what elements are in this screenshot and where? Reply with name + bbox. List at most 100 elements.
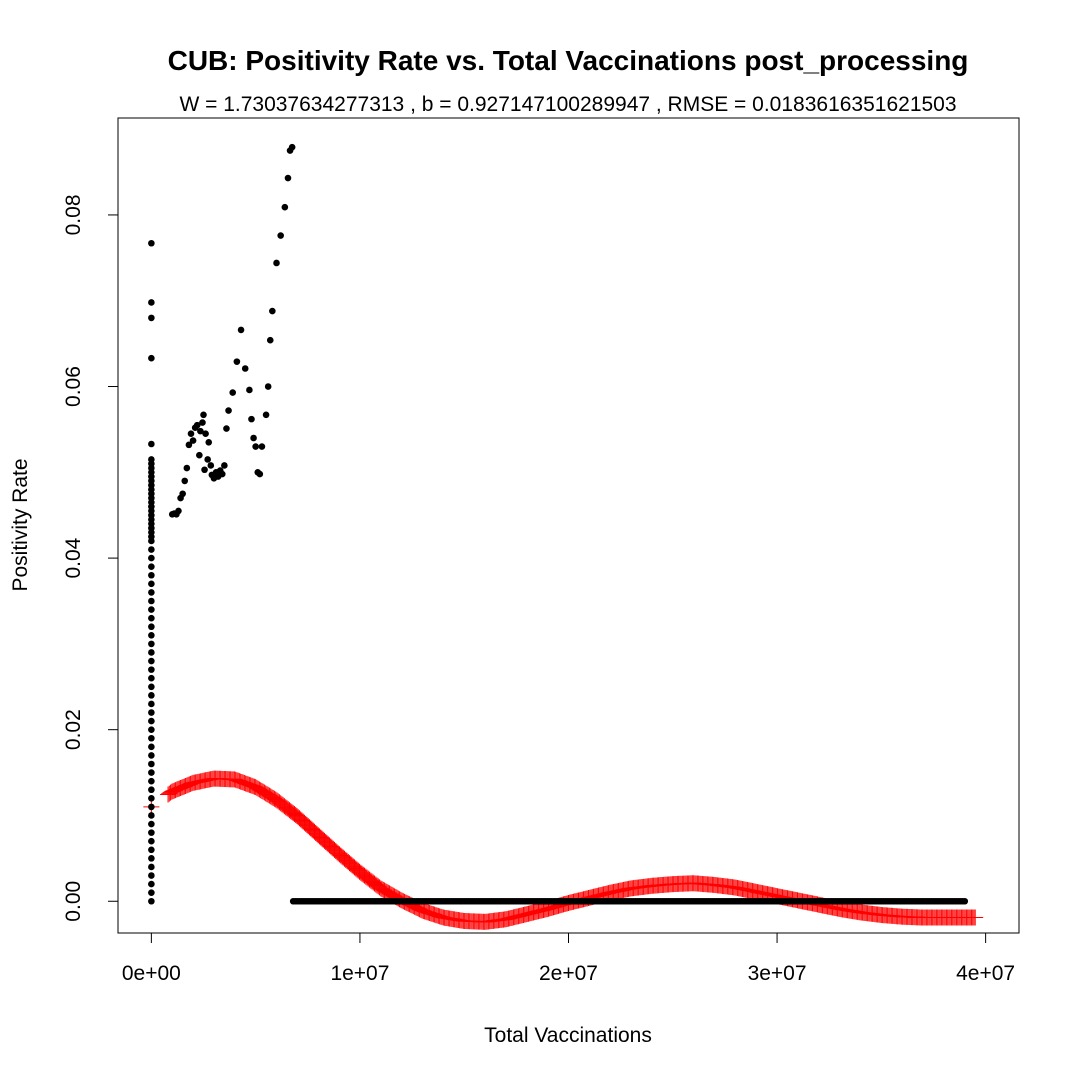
data-point <box>148 537 155 545</box>
data-point <box>148 846 155 854</box>
data-point <box>185 441 193 449</box>
data-point <box>148 760 155 768</box>
y-tick-label: 0.08 <box>62 195 85 236</box>
data-point <box>202 430 209 438</box>
data-point <box>269 307 276 315</box>
data-point <box>148 614 155 622</box>
data-point <box>281 203 289 211</box>
data-point <box>284 174 292 182</box>
data-point <box>961 897 969 905</box>
y-tick-label: 0.02 <box>62 709 85 750</box>
data-point <box>148 700 155 708</box>
data-point <box>258 443 266 450</box>
data-point <box>223 425 230 432</box>
data-point <box>252 443 259 450</box>
fitted-series <box>143 770 984 930</box>
data-point <box>148 897 155 905</box>
data-point <box>148 632 155 639</box>
data-point <box>148 666 155 673</box>
data-point <box>175 507 182 515</box>
data-point <box>148 863 155 871</box>
data-point <box>148 837 155 845</box>
data-point <box>148 314 155 322</box>
data-point <box>148 803 155 811</box>
data-point <box>148 786 155 794</box>
data-point <box>229 389 237 396</box>
data-point <box>148 649 155 656</box>
data-point <box>200 411 207 419</box>
data-point <box>148 580 155 588</box>
x-tick-label: 3e+07 <box>748 962 807 985</box>
data-point <box>241 365 249 372</box>
data-point <box>148 546 155 553</box>
observed-series <box>148 143 969 905</box>
data-point <box>197 427 204 435</box>
data-point <box>148 657 155 665</box>
data-point <box>148 554 155 562</box>
data-point <box>237 326 245 334</box>
y-tick-label: 0.00 <box>62 881 85 922</box>
data-point <box>148 880 155 888</box>
data-point <box>148 743 155 751</box>
data-point <box>148 354 155 362</box>
data-point <box>148 709 155 716</box>
data-point <box>148 239 155 247</box>
data-point <box>148 563 155 570</box>
chart-subtitle: W = 1.73037634277313 , b = 0.92714710028… <box>179 93 956 116</box>
data-point <box>148 299 155 306</box>
x-tick-label: 1e+07 <box>330 962 389 985</box>
data-point <box>148 795 155 802</box>
data-point <box>248 415 255 423</box>
data-point <box>264 383 272 390</box>
data-point <box>189 437 197 444</box>
data-point <box>148 683 155 691</box>
data-point <box>148 606 155 613</box>
data-point <box>148 623 155 631</box>
y-axis: 0.00 0.02 0.04 0.06 0.08 <box>62 195 119 922</box>
data-point <box>218 470 226 478</box>
data-point <box>148 812 155 819</box>
data-point <box>148 855 155 862</box>
data-point <box>196 451 203 459</box>
data-point <box>207 462 215 469</box>
data-point <box>201 466 208 474</box>
data-point <box>148 734 155 742</box>
data-point <box>233 358 241 365</box>
data-point <box>148 769 155 776</box>
data-point <box>205 438 213 446</box>
data-point <box>148 571 155 579</box>
data-point <box>148 820 155 828</box>
data-point <box>288 143 296 151</box>
data-point <box>148 692 155 699</box>
data-point <box>148 717 155 725</box>
chart-title: CUB: Positivity Rate vs. Total Vaccinati… <box>168 45 969 76</box>
data-point <box>148 726 155 733</box>
data-point <box>221 462 228 469</box>
data-point <box>225 407 232 414</box>
data-point <box>262 411 270 419</box>
data-point <box>193 421 201 429</box>
y-tick-label: 0.04 <box>62 537 85 578</box>
x-tick-label: 0e+00 <box>122 962 181 985</box>
x-axis: 0e+00 1e+07 2e+07 3e+07 4e+07 <box>122 932 1015 985</box>
data-point <box>187 430 195 438</box>
data-point <box>266 336 274 344</box>
data-point <box>148 674 155 682</box>
data-point <box>183 464 191 472</box>
x-axis-label: Total Vaccinations <box>484 1024 652 1047</box>
data-point <box>179 490 186 498</box>
fitted-point <box>967 909 984 926</box>
data-point <box>204 456 211 463</box>
data-point <box>250 434 257 442</box>
data-point <box>148 777 155 785</box>
data-point <box>256 470 264 478</box>
data-point <box>181 477 189 485</box>
data-point <box>148 640 155 648</box>
data-point <box>277 232 284 239</box>
data-point <box>148 752 155 759</box>
y-axis-label: Positivity Rate <box>9 458 32 591</box>
data-point <box>148 440 155 448</box>
data-point <box>246 386 253 394</box>
x-tick-label: 4e+07 <box>956 962 1015 985</box>
